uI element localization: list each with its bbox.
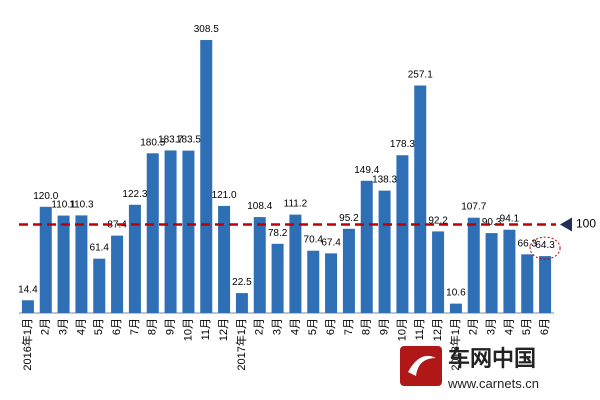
bar	[57, 215, 70, 313]
bar	[307, 250, 320, 313]
x-tick-label: 2月	[468, 318, 480, 335]
bar	[378, 190, 391, 313]
value-label: 94.1	[500, 214, 520, 225]
value-label: 78.2	[268, 228, 288, 239]
x-tick-label: 2017年1月	[234, 318, 248, 371]
x-tick-label: 11月	[200, 318, 212, 340]
x-tick-label: 10月	[182, 318, 194, 341]
watermark-url: www.carnets.cn	[447, 376, 539, 391]
x-tick-label: 6月	[539, 318, 551, 335]
bar	[360, 180, 373, 313]
reference-marker	[560, 217, 572, 232]
bar	[253, 217, 266, 313]
logo-swoosh	[408, 355, 436, 376]
x-tick-label: 10月	[396, 318, 408, 341]
bar	[289, 214, 302, 313]
bar	[449, 303, 462, 313]
x-tick-label: 2月	[254, 318, 266, 335]
value-label: 22.5	[232, 277, 252, 288]
value-label: 61.4	[90, 243, 110, 254]
x-tick-label: 4月	[289, 318, 301, 335]
x-tick-label: 7月	[343, 318, 355, 335]
bar	[271, 243, 284, 313]
value-label: 183.7	[158, 134, 183, 145]
x-tick-label: 3月	[485, 318, 497, 335]
value-label: 66.3	[518, 238, 538, 249]
watermark-name: 车网中国	[448, 346, 536, 371]
value-label: 178.3	[390, 139, 415, 150]
x-tick-label: 12月	[432, 318, 444, 341]
bar	[75, 215, 88, 313]
x-tick-label: 3月	[271, 318, 283, 335]
x-tick-label: 11月	[414, 318, 426, 340]
bar	[325, 253, 338, 313]
highlight-circle	[529, 236, 561, 260]
bar	[414, 85, 427, 313]
bar	[503, 229, 516, 313]
value-label: 10.6	[446, 288, 466, 299]
x-tick-label: 2月	[40, 318, 52, 335]
bar	[218, 205, 231, 313]
x-tick-label: 4月	[75, 318, 87, 335]
value-label: 257.1	[408, 70, 433, 81]
value-label: 107.7	[461, 202, 486, 213]
bar	[93, 258, 106, 313]
value-label: 122.3	[122, 189, 147, 200]
bar	[342, 228, 355, 313]
bar	[182, 150, 195, 313]
bar	[128, 204, 141, 313]
logo-icon	[400, 346, 442, 386]
bar	[200, 40, 213, 314]
bar	[146, 153, 159, 313]
value-label: 121.0	[212, 190, 237, 201]
value-label: 180.5	[140, 137, 165, 148]
logo: 车网中国 www.carnets.cn	[400, 346, 539, 391]
x-tick-label: 8月	[361, 318, 373, 335]
x-tick-label: 6月	[325, 318, 337, 335]
bar	[432, 231, 445, 313]
value-label: 90.3	[482, 217, 502, 228]
x-tick-label: 5月	[93, 318, 105, 335]
value-label: 111.2	[284, 199, 308, 210]
value-label: 120.0	[33, 191, 58, 202]
x-tick-label: 5月	[307, 318, 319, 335]
x-tick-label: 2018年1月	[448, 318, 462, 371]
x-tick-label: 9月	[164, 318, 176, 335]
value-label: 64.3	[535, 240, 555, 251]
x-tick-label: 3月	[57, 318, 69, 335]
value-label: 138.3	[372, 175, 397, 186]
bar	[111, 235, 124, 313]
x-tick-label: 2016年1月	[20, 318, 34, 371]
value-label: 108.4	[247, 201, 272, 212]
value-label: 110.1	[51, 200, 76, 211]
bar	[39, 206, 52, 313]
value-label: 92.2	[428, 215, 448, 226]
x-tick-label: 7月	[129, 318, 141, 335]
bar	[467, 217, 480, 313]
bar	[539, 256, 552, 313]
reference-label: 100	[576, 217, 596, 231]
bar	[396, 155, 409, 313]
value-label: 14.4	[18, 284, 38, 295]
bar	[21, 300, 34, 313]
bar	[235, 293, 248, 313]
bar	[485, 233, 498, 313]
x-tick-label: 9月	[378, 318, 390, 335]
value-label: 110.3	[69, 199, 94, 210]
x-tick-label: 6月	[111, 318, 123, 335]
x-tick-label: 8月	[147, 318, 159, 335]
value-label: 183.5	[176, 135, 201, 146]
value-label: 67.4	[321, 237, 341, 248]
value-label: 95.2	[339, 213, 359, 224]
x-tick-label: 4月	[503, 318, 515, 335]
value-label: 308.5	[194, 24, 219, 35]
bar	[164, 150, 177, 313]
value-label: 149.4	[354, 165, 379, 176]
x-tick-label: 5月	[521, 318, 533, 335]
value-label: 70.4	[304, 235, 324, 246]
bar	[521, 254, 534, 313]
x-tick-label: 12月	[218, 318, 230, 341]
